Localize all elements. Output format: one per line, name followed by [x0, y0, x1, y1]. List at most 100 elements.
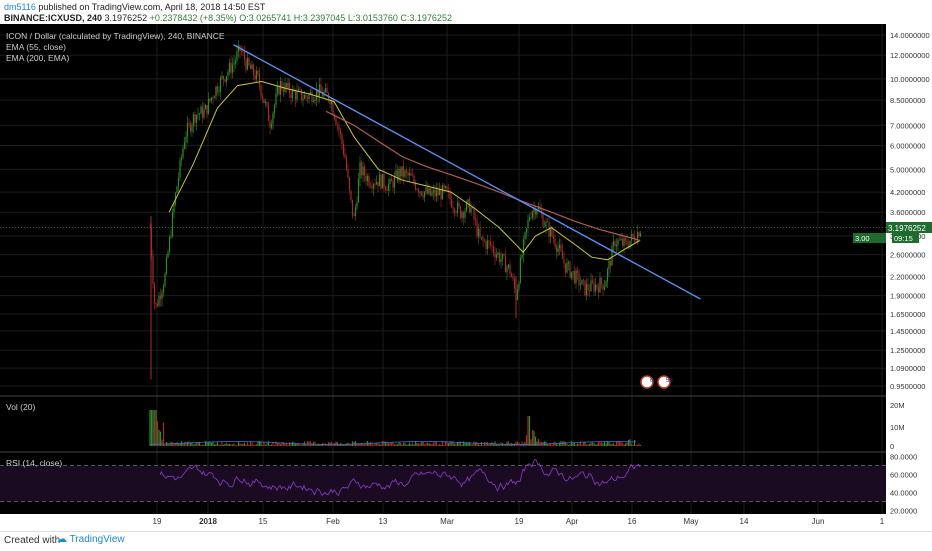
candle-body — [552, 235, 555, 240]
candle-body — [495, 254, 498, 258]
candle-body — [156, 304, 159, 306]
candle-body — [315, 89, 318, 100]
volume-bar — [372, 444, 375, 446]
partial-tag — [853, 233, 886, 243]
rsi-tick-label: 20.0000 — [890, 506, 917, 515]
volume-bar — [189, 443, 192, 446]
chart-canvas[interactable]: 14.0000000 12.0000000 10.0000000 8.5000000 7… — [0, 24, 932, 531]
candle-body — [272, 112, 274, 124]
candle-body — [279, 81, 282, 95]
volume-bar — [224, 443, 226, 446]
candle-body — [479, 228, 481, 238]
volume-bar — [182, 443, 184, 446]
volume-bar — [254, 444, 256, 446]
volume-bar — [519, 444, 522, 446]
candle-body — [153, 283, 156, 304]
low-value: L:3.0153760 — [347, 13, 398, 23]
candle-body — [446, 186, 448, 191]
volume-bar — [393, 444, 396, 446]
candle-body — [597, 287, 600, 293]
candle-body — [350, 190, 352, 200]
chart-background — [0, 24, 886, 531]
volume-bar — [269, 444, 271, 446]
volume-bar — [383, 441, 385, 446]
author-link[interactable]: dm5116 — [4, 2, 36, 12]
candle-body — [363, 166, 366, 176]
volume-bar — [336, 441, 339, 446]
volume-bar — [149, 410, 151, 446]
candle-body — [482, 237, 484, 241]
volume-bar — [551, 444, 553, 446]
candle-body — [191, 125, 193, 132]
volume-bar — [474, 442, 477, 446]
candle-body — [501, 253, 504, 259]
candle-body — [309, 92, 312, 95]
volume-bar — [579, 441, 582, 446]
y-tick-label: 10.0000000 — [890, 75, 930, 84]
volume-bar — [318, 443, 321, 446]
volume-bar — [414, 441, 417, 446]
volume-bar — [576, 443, 579, 446]
ema200-legend[interactable]: EMA (200, EMA) — [6, 53, 69, 63]
volume-bar — [176, 442, 178, 446]
volume-bar — [354, 441, 357, 446]
candle-body — [470, 207, 472, 213]
volume-bar — [294, 443, 297, 446]
volume-bar — [632, 444, 634, 446]
candle-body — [464, 210, 466, 218]
volume-bar — [530, 439, 532, 446]
volume-bar — [206, 442, 208, 446]
candle-body — [483, 240, 486, 242]
volume-bar — [422, 441, 424, 446]
candle-body — [230, 62, 232, 73]
volume-bar — [623, 444, 625, 446]
event-icon-2[interactable] — [657, 375, 671, 389]
candle-body — [290, 93, 292, 98]
volume-bar — [416, 443, 418, 446]
candle-body — [188, 122, 190, 124]
candle-body — [312, 101, 315, 102]
volume-bar — [437, 444, 439, 446]
candle-body — [413, 175, 415, 183]
volume-bar — [240, 444, 243, 446]
candle-body — [158, 295, 160, 306]
candle-body — [540, 209, 543, 214]
volume-legend[interactable]: Vol (20) — [6, 402, 35, 412]
y-tick-label: 6.0000000 — [890, 142, 925, 151]
last-price-tag — [886, 222, 932, 233]
footer-created: Created with — [4, 535, 61, 546]
candle-body — [414, 182, 417, 190]
candle-body — [545, 221, 547, 227]
candle-body — [566, 263, 568, 273]
main-legend-title[interactable]: ICON / Dollar (calculated by TradingView… — [6, 31, 225, 41]
volume-bar — [605, 443, 607, 446]
volume-bar — [575, 444, 577, 446]
volume-bar — [188, 441, 190, 446]
candle-body — [200, 106, 202, 114]
event-icon-1[interactable] — [640, 375, 654, 389]
volume-bar — [309, 441, 312, 446]
volume-bar — [602, 443, 604, 446]
x-tick-label: Mar — [440, 517, 454, 526]
candle-body — [396, 170, 399, 181]
volume-bar — [585, 444, 588, 446]
volume-bar — [195, 442, 198, 446]
volume-bar — [161, 439, 163, 446]
candle-body — [177, 177, 180, 187]
ema55-line — [168, 80, 641, 261]
y-tick-label: 1.6500000 — [890, 310, 925, 319]
candle-body — [213, 96, 216, 99]
y-tick-label: 8.5000000 — [890, 96, 925, 105]
candle-body — [471, 207, 474, 209]
candle-body — [455, 212, 457, 214]
candle-body — [161, 292, 163, 299]
volume-bar — [546, 443, 549, 446]
candle-body — [558, 244, 561, 249]
candle-body — [240, 50, 243, 53]
ema55-legend[interactable]: EMA (55, close) — [6, 42, 66, 52]
tradingview-logo[interactable]: ☁ TradingView — [57, 534, 125, 545]
rsi-legend[interactable]: RSI (14, close) — [6, 458, 62, 468]
candle-body — [461, 212, 463, 218]
volume-bar — [258, 441, 261, 446]
candle-body — [387, 184, 390, 191]
